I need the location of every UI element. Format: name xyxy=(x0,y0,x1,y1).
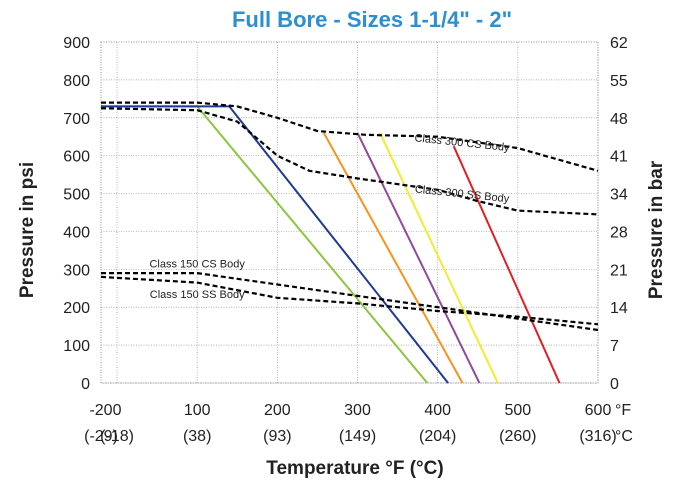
y-tick-label-left: 100 xyxy=(63,338,90,355)
x-unit-label-c: °C xyxy=(615,428,633,445)
x-tick-label: 0 xyxy=(113,402,122,419)
x-tick-label: 400 xyxy=(424,402,451,419)
x-tick-label: 100 xyxy=(184,402,211,419)
y-tick-label-left: 400 xyxy=(63,224,90,241)
y-tick-label-left: 700 xyxy=(63,111,90,128)
y-tick-label-right: 48 xyxy=(610,111,628,128)
x-tick-sublabel: (260) xyxy=(499,428,536,445)
x-tick-sublabel: (38) xyxy=(183,428,211,445)
series-annotation: Class 150 CS Body xyxy=(149,258,245,270)
x-tick-sublabel: (-18) xyxy=(100,428,134,445)
series-line-dashed xyxy=(100,107,599,216)
x-tick-label: 200 xyxy=(264,402,291,419)
series-line xyxy=(452,145,561,384)
y-tick-label-right: 41 xyxy=(610,149,628,166)
y-tick-label-left: 300 xyxy=(63,262,90,279)
y-tick-label-right: 62 xyxy=(610,35,628,52)
y-tick-label-right: 14 xyxy=(610,300,628,317)
x-tick-sublabel: (149) xyxy=(339,428,376,445)
series-line xyxy=(379,132,499,384)
x-tick-label: -20 xyxy=(89,402,112,419)
x-ticks: -20 (-29) 0 (-18) 100 (38) 200 (93) 300 (149) 400 (… xyxy=(84,402,633,445)
grid-layer xyxy=(100,41,599,384)
x-tick-label: 600 xyxy=(585,402,612,419)
y-tick-label-right: 34 xyxy=(610,187,628,204)
x-tick-label: 500 xyxy=(504,402,531,419)
series-line xyxy=(322,132,464,384)
series-line xyxy=(356,132,481,384)
chart-title: Full Bore - Sizes 1-1/4" - 2" xyxy=(232,7,512,32)
y-axis-title-right: Pressure in bar xyxy=(646,160,667,299)
series-annotation: Class 150 SS Body xyxy=(150,289,245,301)
y-tick-label-left: 0 xyxy=(81,376,90,393)
x-tick-sublabel: (-29) xyxy=(84,428,118,445)
y-tick-label-left: 600 xyxy=(63,149,90,166)
y-tick-label-left: 900 xyxy=(63,35,90,52)
series-annotation: Class 300 SS Body xyxy=(414,183,510,205)
series-line-dashed xyxy=(101,101,599,172)
y-tick-label-left: 200 xyxy=(63,300,90,317)
y-tick-label-left: 500 xyxy=(63,187,90,204)
series-layer xyxy=(100,101,599,384)
y-tick-label-right: 55 xyxy=(610,73,628,90)
x-tick-label: 300 xyxy=(344,402,371,419)
series-line-dashed xyxy=(101,272,599,332)
x-tick-sublabel: (316) xyxy=(579,428,616,445)
series-line xyxy=(101,105,449,384)
y-ticks-right: 0 7 14 21 28 34 41 48 55 62 xyxy=(610,35,628,393)
y-tick-label-right: 0 xyxy=(610,376,619,393)
series-line-dashed xyxy=(100,275,599,326)
x-unit-label-f: °F xyxy=(615,402,631,419)
series-line xyxy=(101,105,429,384)
y-tick-label-right: 21 xyxy=(610,262,628,279)
y-ticks-left: 0 100 200 300 400 500 600 700 800 900 xyxy=(63,35,90,393)
x-tick-sublabel: (93) xyxy=(263,428,291,445)
y-tick-label-right: 28 xyxy=(610,224,628,241)
series-annotation: Class 300 CS Body xyxy=(414,132,511,154)
y-tick-label-right: 7 xyxy=(610,338,619,355)
y-axis-title-left: Pressure in psi xyxy=(17,162,38,298)
x-axis-title: Temperature °F (°C) xyxy=(266,458,443,479)
y-tick-label-left: 800 xyxy=(63,73,90,90)
plot-frame xyxy=(100,41,599,384)
x-tick-sublabel: (204) xyxy=(419,428,456,445)
annotations: Class 300 CS Body Class 300 SS Body Class … xyxy=(149,132,510,300)
